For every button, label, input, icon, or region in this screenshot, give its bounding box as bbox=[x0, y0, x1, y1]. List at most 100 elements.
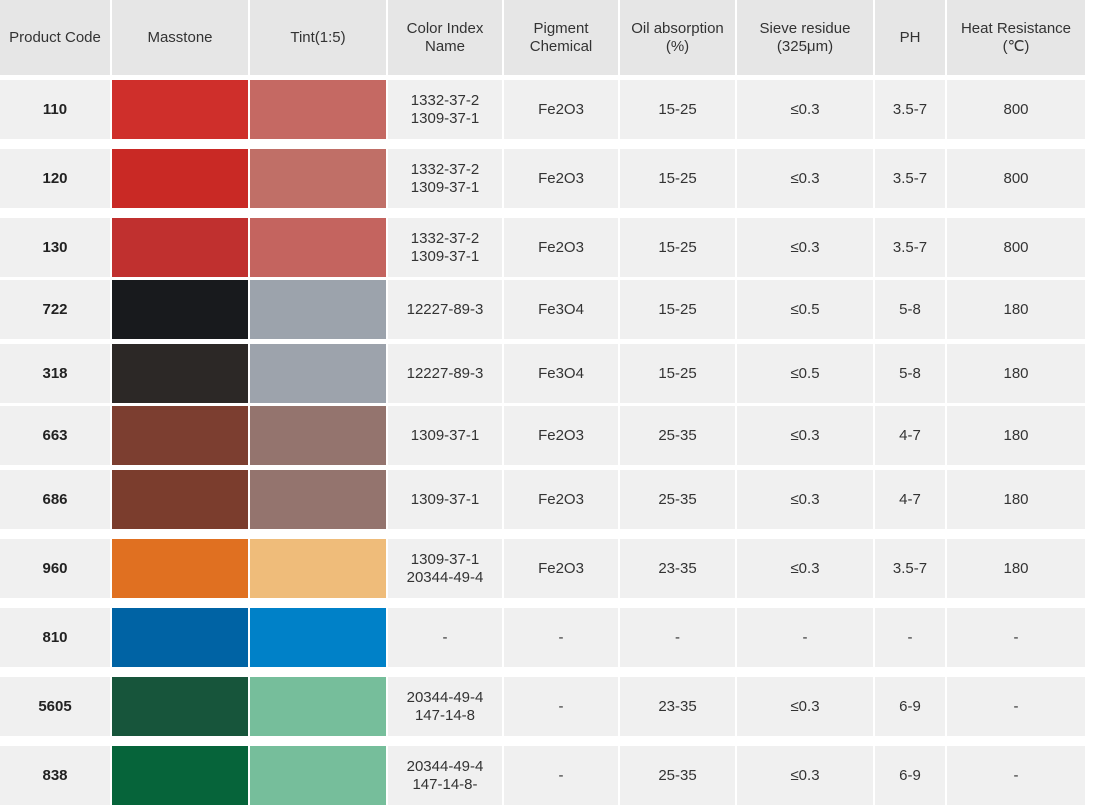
row-spacer bbox=[112, 75, 248, 80]
tint-swatch bbox=[250, 80, 386, 139]
product-code-cell: 120 bbox=[0, 149, 110, 208]
row-spacer bbox=[875, 529, 945, 539]
row-spacer bbox=[112, 277, 248, 280]
oil-absorption-cell: 15-25 bbox=[620, 80, 735, 139]
row-spacer bbox=[388, 75, 502, 80]
header-heat-resistance: Heat Resistance (℃) bbox=[947, 0, 1085, 75]
row-spacer bbox=[875, 277, 945, 280]
sieve-residue-cell: ≤0.3 bbox=[737, 218, 873, 277]
header-oil-absorption: Oil absorption (%) bbox=[620, 0, 735, 75]
pigment-chemical-cell: - bbox=[504, 677, 618, 736]
sieve-residue-cell: ≤0.3 bbox=[737, 406, 873, 465]
color-index-name-cell: 20344-49-4 147-14-8- bbox=[388, 746, 502, 805]
row-spacer bbox=[947, 208, 1085, 218]
row-spacer bbox=[947, 339, 1085, 344]
row-spacer bbox=[504, 403, 618, 406]
row-spacer bbox=[0, 139, 110, 149]
header-pigment-chemical: Pigment Chemical bbox=[504, 0, 618, 75]
row-spacer bbox=[620, 339, 735, 344]
pigment-chemical-cell: Fe2O3 bbox=[504, 539, 618, 598]
product-code-cell: 838 bbox=[0, 746, 110, 805]
oil-absorption-cell: - bbox=[620, 608, 735, 667]
ph-cell: 5-8 bbox=[875, 280, 945, 339]
tint-swatch bbox=[250, 470, 386, 529]
row-spacer bbox=[250, 277, 386, 280]
product-code-cell: 722 bbox=[0, 280, 110, 339]
row-spacer bbox=[947, 403, 1085, 406]
masstone-swatch bbox=[112, 470, 248, 529]
heat-resistance-cell: 800 bbox=[947, 218, 1085, 277]
product-code-cell: 810 bbox=[0, 608, 110, 667]
ph-cell: 4-7 bbox=[875, 470, 945, 529]
masstone-swatch bbox=[112, 149, 248, 208]
row-spacer bbox=[875, 75, 945, 80]
heat-resistance-cell: - bbox=[947, 746, 1085, 805]
sieve-residue-cell: ≤0.3 bbox=[737, 746, 873, 805]
tint-swatch bbox=[250, 746, 386, 805]
masstone-swatch bbox=[112, 608, 248, 667]
pigment-chemical-cell: Fe2O3 bbox=[504, 470, 618, 529]
ph-cell: 4-7 bbox=[875, 406, 945, 465]
masstone-swatch bbox=[112, 280, 248, 339]
masstone-swatch bbox=[112, 80, 248, 139]
row-spacer bbox=[737, 139, 873, 149]
row-spacer bbox=[875, 465, 945, 470]
masstone-swatch bbox=[112, 406, 248, 465]
row-spacer bbox=[112, 736, 248, 746]
pigment-chemical-cell: Fe2O3 bbox=[504, 218, 618, 277]
row-spacer bbox=[112, 667, 248, 677]
row-spacer bbox=[737, 529, 873, 539]
product-code-cell: 960 bbox=[0, 539, 110, 598]
row-spacer bbox=[737, 403, 873, 406]
row-spacer bbox=[737, 736, 873, 746]
row-spacer bbox=[388, 465, 502, 470]
sieve-residue-cell: ≤0.5 bbox=[737, 344, 873, 403]
row-spacer bbox=[504, 139, 618, 149]
oil-absorption-cell: 25-35 bbox=[620, 746, 735, 805]
row-spacer bbox=[620, 736, 735, 746]
pigment-chemical-cell: Fe2O3 bbox=[504, 149, 618, 208]
sieve-residue-cell: ≤0.3 bbox=[737, 470, 873, 529]
tint-swatch bbox=[250, 280, 386, 339]
ph-cell: 3.5-7 bbox=[875, 218, 945, 277]
header-masstone: Masstone bbox=[112, 0, 248, 75]
heat-resistance-cell: 180 bbox=[947, 280, 1085, 339]
row-spacer bbox=[504, 277, 618, 280]
ph-cell: 3.5-7 bbox=[875, 539, 945, 598]
oil-absorption-cell: 15-25 bbox=[620, 280, 735, 339]
row-spacer bbox=[0, 667, 110, 677]
oil-absorption-cell: 15-25 bbox=[620, 149, 735, 208]
row-spacer bbox=[388, 529, 502, 539]
row-spacer bbox=[947, 75, 1085, 80]
ph-cell: - bbox=[875, 608, 945, 667]
row-spacer bbox=[620, 598, 735, 608]
color-index-name-cell: 1332-37-2 1309-37-1 bbox=[388, 218, 502, 277]
row-spacer bbox=[388, 667, 502, 677]
product-code-cell: 663 bbox=[0, 406, 110, 465]
row-spacer bbox=[947, 529, 1085, 539]
row-spacer bbox=[737, 667, 873, 677]
color-index-name-cell: 12227-89-3 bbox=[388, 280, 502, 339]
masstone-swatch bbox=[112, 344, 248, 403]
row-spacer bbox=[620, 277, 735, 280]
pigment-chemical-cell: - bbox=[504, 608, 618, 667]
oil-absorption-cell: 25-35 bbox=[620, 406, 735, 465]
oil-absorption-cell: 25-35 bbox=[620, 470, 735, 529]
row-spacer bbox=[947, 465, 1085, 470]
row-spacer bbox=[504, 529, 618, 539]
pigment-chemical-cell: Fe2O3 bbox=[504, 406, 618, 465]
row-spacer bbox=[737, 598, 873, 608]
sieve-residue-cell: ≤0.3 bbox=[737, 677, 873, 736]
row-spacer bbox=[875, 339, 945, 344]
row-spacer bbox=[504, 736, 618, 746]
product-code-cell: 110 bbox=[0, 80, 110, 139]
color-index-name-cell: 12227-89-3 bbox=[388, 344, 502, 403]
row-spacer bbox=[737, 277, 873, 280]
row-spacer bbox=[250, 208, 386, 218]
heat-resistance-cell: - bbox=[947, 677, 1085, 736]
row-spacer bbox=[947, 598, 1085, 608]
row-spacer bbox=[112, 139, 248, 149]
row-spacer bbox=[620, 208, 735, 218]
row-spacer bbox=[250, 339, 386, 344]
